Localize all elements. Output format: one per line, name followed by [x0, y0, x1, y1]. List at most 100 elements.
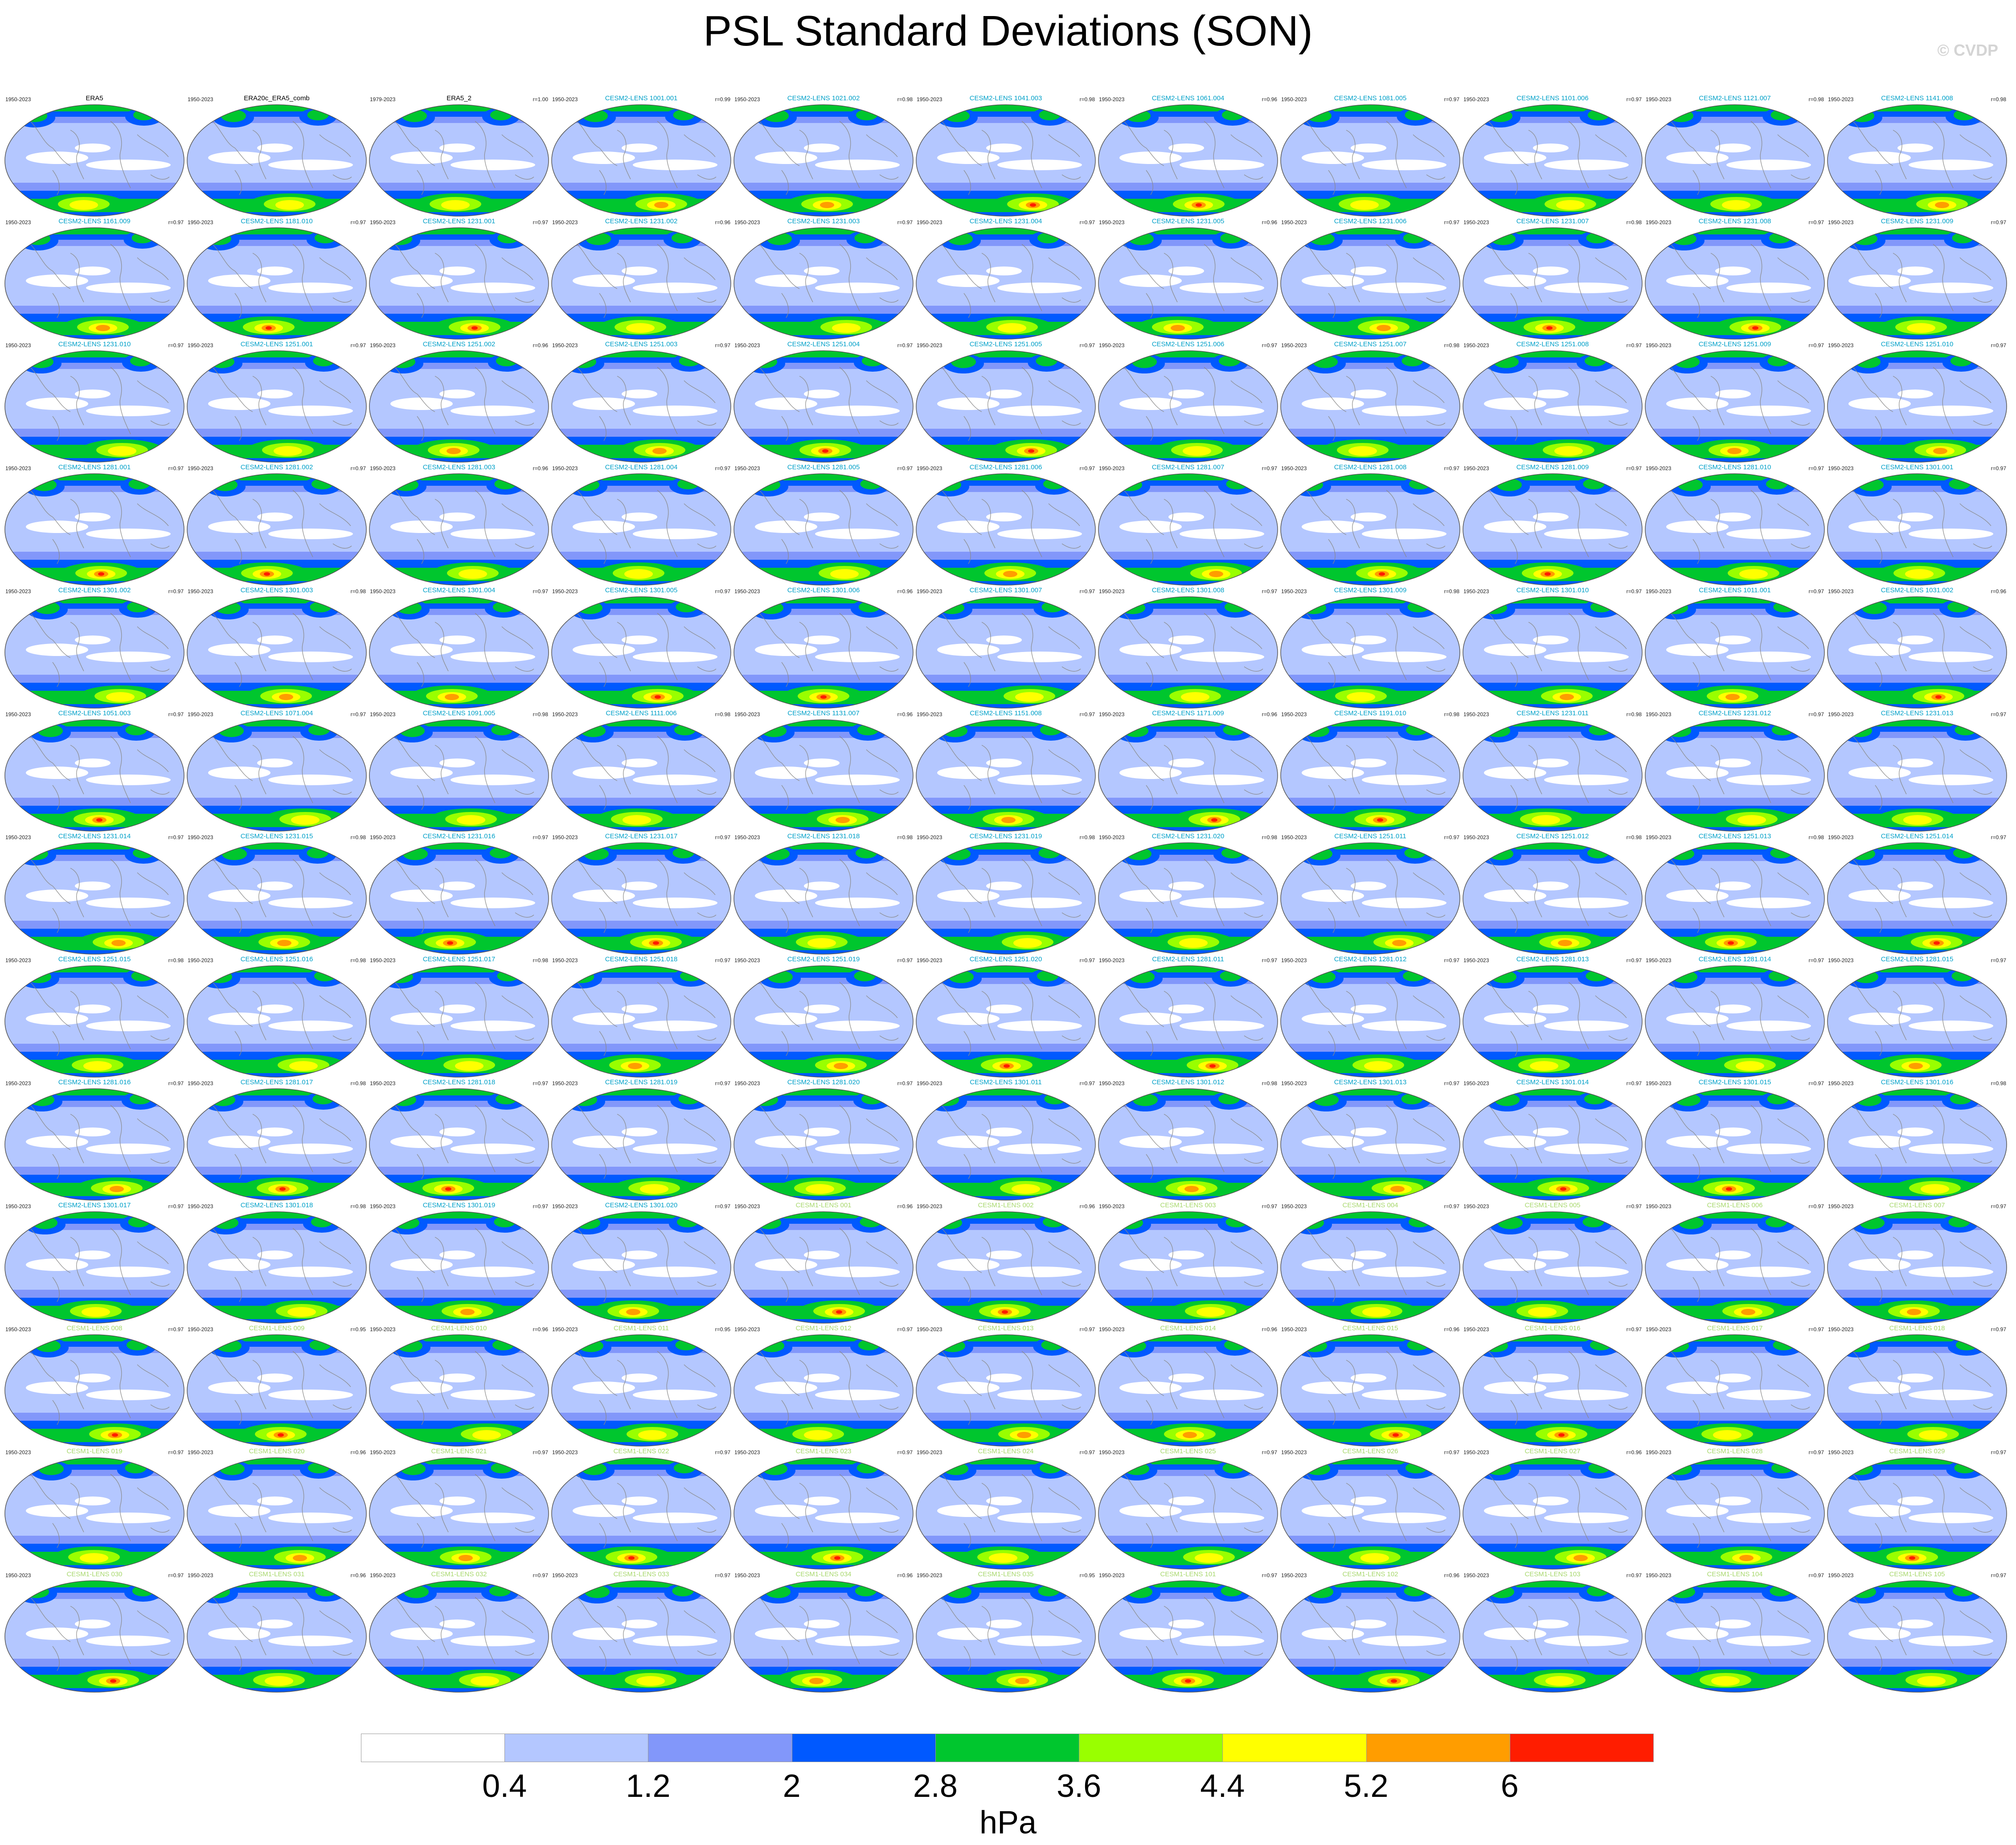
map-panel: 1950-2023 CESM2-LENS 1231.006 r=0.97 [1279, 217, 1461, 340]
field-low-band [1726, 1144, 1811, 1154]
field-low-band [1909, 1390, 1993, 1400]
north-atlantic-center [1953, 1586, 1974, 1596]
field-low-band [1715, 266, 1751, 275]
map-panel: 1950-2023 CESM2-LENS 1251.014 r=0.97 [1826, 832, 2008, 955]
coastline [1777, 749, 1809, 772]
coastline [1959, 626, 1991, 649]
coastline [1893, 130, 1907, 180]
coastline [1488, 490, 1529, 535]
map-panel: 1950-2023 CESM2-LENS 1231.009 r=0.97 [1826, 217, 2008, 340]
panel-title: CESM2-LENS 1231.020 [1151, 832, 1225, 840]
coastline [150, 789, 170, 795]
coastline [879, 174, 899, 180]
coastline [1893, 253, 1907, 303]
panel-pattern-correlation: r=0.98 [350, 1080, 366, 1086]
north-pacific-center [569, 971, 594, 983]
field-low-band [26, 890, 88, 902]
psl-stddev-map [1280, 1088, 1460, 1201]
north-atlantic-center [859, 602, 880, 612]
coastline [332, 297, 352, 303]
antarctic-edge [1098, 704, 1278, 708]
coastline [684, 503, 716, 526]
south-max-core [1545, 572, 1551, 576]
north-atlantic-center [1767, 356, 1789, 366]
map-panel: 1950-2023 CESM1-LENS 104 r=0.97 [1644, 1570, 1826, 1693]
coastline [839, 121, 860, 189]
coastline [1164, 253, 1178, 303]
panel-pattern-correlation: r=0.97 [1626, 96, 1642, 102]
panel-title: CESM1-LENS 015 [1342, 1324, 1398, 1332]
coastline [234, 662, 242, 687]
south-max-core [820, 695, 827, 699]
north-pacific-center [752, 356, 777, 368]
field-low-band [1715, 390, 1751, 398]
coastline [319, 749, 351, 772]
coastline [1306, 367, 1347, 412]
panel-title: CESM1-LENS 104 [1707, 1570, 1763, 1578]
coastline [1346, 499, 1360, 549]
south-max [274, 446, 302, 456]
coastline [1204, 367, 1225, 435]
map-border [733, 596, 914, 709]
panel-years: 1950-2023 [1099, 834, 1125, 840]
coastline [30, 367, 71, 412]
field-low-band [622, 636, 657, 644]
map-border [1280, 104, 1460, 217]
field-low-band [1168, 266, 1204, 275]
map-panel: 1950-2023 CESM1-LENS 032 r=0.97 [368, 1570, 550, 1693]
map-panel: 1950-2023 CESM1-LENS 028 r=0.97 [1644, 1447, 1826, 1570]
coastline [1048, 503, 1080, 526]
panel-title: CESM2-LENS 1251.001 [240, 340, 313, 348]
antarctic-edge [187, 581, 366, 585]
coastline [781, 785, 789, 810]
field-low-band [1715, 1620, 1751, 1628]
coastline [137, 257, 169, 280]
coastline [212, 244, 253, 289]
psl-stddev-map [369, 104, 549, 217]
coastline [1426, 789, 1446, 795]
panel-years: 1950-2023 [1281, 96, 1307, 102]
north-pacific-center [1672, 971, 1697, 983]
psl-stddev-map [1098, 1580, 1278, 1693]
coastline [1164, 622, 1178, 672]
map-panel: 1950-2023 CESM2-LENS 1281.014 r=0.97 [1644, 955, 1826, 1078]
coastline [1595, 380, 1627, 403]
psl-stddev-map [733, 473, 914, 586]
coastline [137, 995, 169, 1018]
coastline [1328, 539, 1336, 564]
south-max-core [1573, 1555, 1588, 1561]
antarctic-edge [1463, 1442, 1642, 1446]
psl-stddev-map [1645, 1088, 1825, 1201]
south-max [1907, 323, 1935, 333]
coastline [1528, 376, 1542, 426]
coastline [1608, 420, 1628, 426]
panel-title: CESM2-LENS 1231.005 [1151, 217, 1225, 225]
antarctic-edge [369, 950, 549, 954]
psl-stddev-map [1280, 1334, 1460, 1447]
north-pacific-center [756, 1217, 781, 1229]
south-max [1739, 569, 1768, 579]
antarctic-edge [1828, 704, 2007, 708]
map-panel: 1950-2023 ERA20c_ERA5_comb [186, 94, 368, 217]
panel-pattern-correlation: r=0.97 [533, 1572, 548, 1578]
coastline [781, 416, 789, 441]
coastline [1933, 121, 1954, 189]
panel-years: 1950-2023 [1099, 711, 1125, 718]
coastline [1244, 420, 1263, 426]
field-low-band [268, 529, 353, 539]
coastline [1692, 170, 1700, 195]
antarctic-edge [916, 1196, 1095, 1200]
coastline [879, 912, 899, 918]
field-low-band [1726, 1513, 1811, 1523]
map-border [551, 596, 731, 709]
coastline [1123, 859, 1164, 904]
coastline [1146, 293, 1153, 318]
field-low-band [633, 775, 717, 785]
field-low-band [986, 1620, 1022, 1628]
coastline [1386, 367, 1407, 435]
coastline [501, 134, 533, 157]
map-panel: 1950-2023 CESM1-LENS 021 r=0.97 [368, 1447, 550, 1570]
panel-title: CESM2-LENS 1301.010 [1516, 586, 1589, 594]
coastline [1488, 121, 1529, 166]
coastline [30, 982, 71, 1027]
